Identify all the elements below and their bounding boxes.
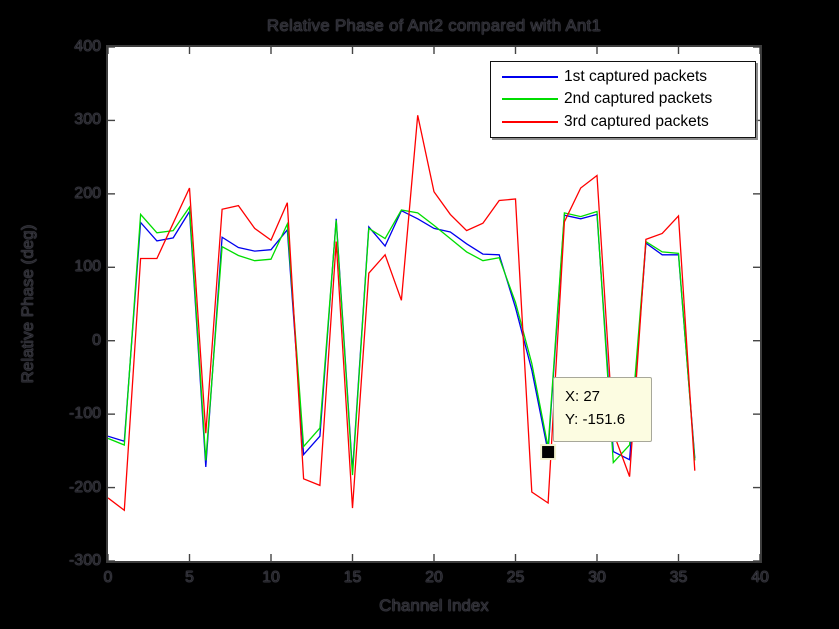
legend-item[interactable]: 2nd captured packets (491, 88, 755, 110)
x-tick-label: 0 (103, 569, 113, 586)
plot-title: Relative Phase of Ant2 compared with Ant… (266, 16, 602, 35)
y-tick-label: 300 (74, 111, 101, 129)
y-axis-label: Relative Phase (deg) (18, 224, 37, 384)
y-tick-label: 400 (74, 38, 101, 55)
x-tick-label: 25 (506, 569, 525, 586)
x-axis-label: Channel Index (379, 596, 489, 615)
x-tick-label: 30 (588, 569, 606, 586)
legend-item[interactable]: 1st captured packets (491, 66, 755, 88)
legend-item-label: 3rd captured packets (564, 112, 709, 130)
series-line-3 (108, 115, 696, 512)
y-tick-label: 200 (74, 184, 101, 202)
legend-item-label: 1st captured packets (564, 68, 708, 86)
y-tick-label: 0 (92, 331, 101, 349)
legend-line-swatch-blue (502, 76, 558, 79)
x-tick-label: 10 (262, 569, 280, 586)
datatip-box[interactable]: X: 27 Y: -151.6 (553, 377, 652, 442)
datatip-x-value: X: 27 (565, 388, 601, 405)
legend-item[interactable]: 3rd captured packets (491, 111, 755, 133)
chart-canvas (108, 47, 760, 561)
y-tick-label: -200 (68, 478, 101, 496)
datatip-y-value: Y: -151.6 (565, 411, 626, 429)
x-tick-label: 40 (751, 569, 769, 586)
x-tick-label: 15 (343, 569, 362, 586)
y-tick-label: -300 (68, 552, 101, 569)
legend-box[interactable]: 1st captured packets 2nd captured packet… (490, 61, 756, 138)
x-tick-label: 35 (669, 569, 688, 586)
y-tick-label: -100 (68, 405, 101, 423)
legend-item-label: 2nd captured packets (564, 90, 713, 108)
x-tick-label: 5 (185, 569, 194, 586)
datatip-marker[interactable] (540, 444, 557, 461)
legend-line-swatch-red (502, 120, 558, 123)
series-line-2 (108, 205, 696, 476)
legend-line-swatch-green (502, 98, 558, 101)
x-tick-label: 20 (425, 569, 443, 586)
y-tick-label: 100 (74, 258, 101, 276)
